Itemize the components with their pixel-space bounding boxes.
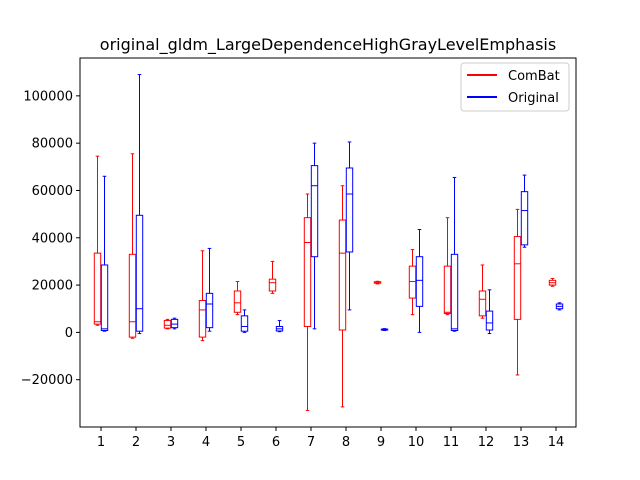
- x-tick-label: 8: [342, 435, 350, 450]
- box-original-2: [135, 74, 144, 335]
- iqr-box: [268, 278, 277, 292]
- box-original-7: [310, 142, 319, 330]
- box-combat-8: [338, 185, 347, 408]
- iqr-box: [443, 265, 452, 314]
- x-tick-label: 14: [548, 435, 565, 450]
- box-combat-11: [443, 217, 452, 316]
- x-tick-label: 2: [132, 435, 140, 450]
- box-original-13: [520, 174, 529, 248]
- box-original-12: [485, 289, 494, 335]
- x-tick-label: 6: [272, 435, 280, 450]
- x-tick-label: 13: [513, 435, 530, 450]
- legend-label-original: Original: [508, 91, 559, 106]
- x-tick-label: 5: [237, 435, 245, 450]
- box-original-1: [100, 175, 109, 332]
- box-combat-4: [198, 250, 207, 342]
- y-tick-label: 0: [65, 326, 73, 341]
- box-original-14: [555, 302, 564, 311]
- box-combat-7: [303, 193, 312, 411]
- y-tick-label: −20000: [21, 373, 73, 388]
- y-tick-label: 100000: [23, 89, 73, 104]
- y-axis: −20000 0 20000 40000 60000 80000 100000: [21, 89, 80, 388]
- iqr-box: [520, 191, 529, 246]
- box-original-8: [345, 141, 354, 311]
- iqr-box: [513, 236, 522, 320]
- box-original-3: [170, 317, 179, 330]
- x-tick-label: 11: [443, 435, 460, 450]
- iqr-box: [205, 292, 214, 329]
- iqr-box: [338, 219, 347, 331]
- iqr-box: [135, 214, 144, 332]
- y-tick-label: 60000: [32, 184, 73, 199]
- box-combat-10: [408, 249, 417, 316]
- iqr-box: [128, 253, 137, 338]
- box-combat-2: [128, 153, 137, 339]
- box-original-9: [380, 328, 389, 331]
- y-tick-label: 40000: [32, 231, 73, 246]
- x-tick-label: 9: [377, 435, 385, 450]
- iqr-box: [408, 265, 417, 299]
- x-tick-label: 1: [97, 435, 105, 450]
- iqr-box: [415, 256, 424, 307]
- plot-area-frame: [79, 57, 577, 428]
- y-tick-label: 80000: [32, 137, 73, 152]
- x-tick-label: 10: [408, 435, 425, 450]
- box-original-5: [240, 309, 249, 333]
- x-axis: 1 2 3 4 5 6 7 8 9 10 11 12 13 14: [97, 427, 564, 450]
- iqr-box: [345, 167, 354, 253]
- box-combat-3: [163, 318, 172, 330]
- iqr-box: [485, 310, 494, 331]
- box-combat-13: [513, 208, 522, 376]
- legend-label-combat: ComBat: [508, 69, 560, 84]
- box-combat-9: [373, 280, 382, 285]
- box-combat-5: [233, 281, 242, 316]
- iqr-box: [93, 252, 102, 325]
- legend: ComBat Original: [460, 62, 570, 112]
- iqr-box: [310, 165, 319, 258]
- box-combat-1: [93, 155, 102, 326]
- x-tick-label: 3: [167, 435, 175, 450]
- iqr-box: [233, 290, 242, 313]
- iqr-box: [450, 253, 459, 331]
- y-tick-label: 20000: [32, 279, 73, 294]
- iqr-box: [198, 299, 207, 338]
- iqr-box: [240, 315, 249, 332]
- boxes-layer: [93, 74, 564, 411]
- box-original-4: [205, 247, 214, 332]
- x-tick-label: 7: [307, 435, 315, 450]
- box-combat-14: [548, 277, 557, 287]
- iqr-box: [303, 217, 312, 327]
- iqr-box: [478, 290, 487, 317]
- iqr-box: [170, 318, 179, 329]
- box-original-6: [275, 320, 284, 333]
- x-tick-label: 12: [478, 435, 495, 450]
- iqr-box: [100, 264, 109, 331]
- box-original-11: [450, 176, 459, 332]
- x-tick-label: 4: [202, 435, 210, 450]
- chart-title: original_gldm_LargeDependenceHighGrayLev…: [100, 35, 556, 55]
- box-original-10: [415, 228, 424, 333]
- box-combat-12: [478, 264, 487, 319]
- box-combat-6: [268, 260, 277, 294]
- iqr-box: [163, 320, 172, 329]
